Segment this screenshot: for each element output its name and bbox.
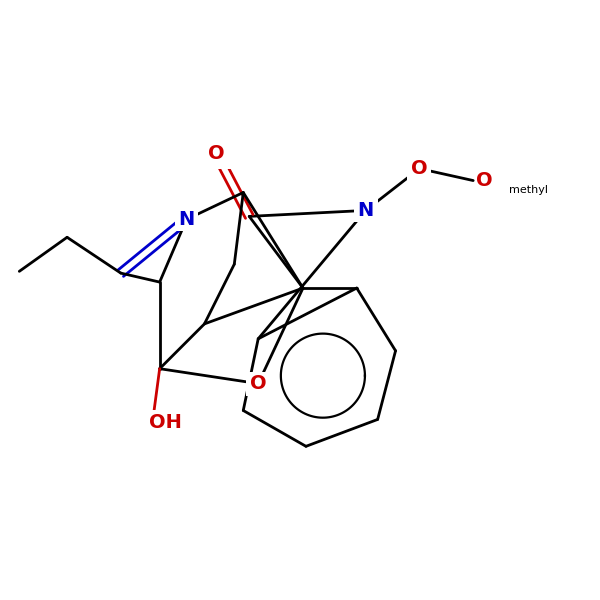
Text: OH: OH [149,413,182,432]
FancyBboxPatch shape [246,371,270,395]
FancyBboxPatch shape [354,199,377,223]
Text: O: O [208,144,225,163]
FancyBboxPatch shape [407,157,431,181]
Text: methyl: methyl [509,185,548,194]
Text: O: O [476,171,493,190]
FancyBboxPatch shape [148,410,184,440]
FancyBboxPatch shape [175,208,199,232]
Text: N: N [358,201,374,220]
Text: O: O [250,374,266,393]
Text: O: O [411,159,428,178]
FancyBboxPatch shape [202,139,232,169]
Text: N: N [178,210,194,229]
